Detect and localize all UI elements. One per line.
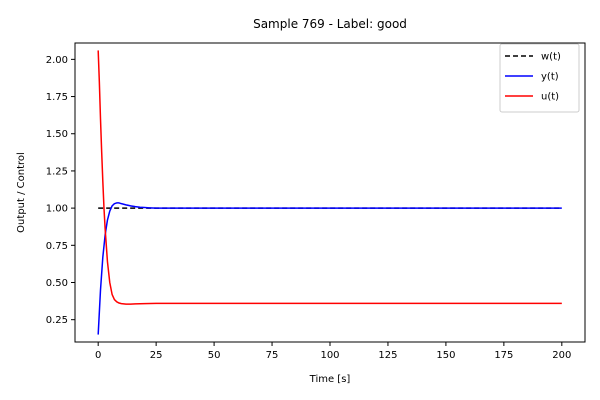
y-tick-label: 2.00: [46, 55, 68, 66]
y-tick-label: 1.00: [46, 204, 68, 215]
y-tick-label: 0.75: [46, 241, 68, 252]
chart-title: Sample 769 - Label: good: [253, 17, 407, 31]
x-tick-label: 100: [320, 350, 339, 361]
legend-label: w(t): [541, 52, 561, 63]
x-axis-ticks: 0 25 50 75 100 125 150 175 200: [95, 342, 571, 361]
legend-box: [499, 43, 580, 113]
y-axis-label: Output / Control: [16, 152, 27, 233]
y-tick-label: 1.50: [46, 129, 68, 140]
x-tick-label: 175: [494, 350, 513, 361]
plot-lines: [97, 50, 562, 335]
legend-label: y(t): [541, 72, 559, 83]
x-tick-label: 125: [378, 350, 397, 361]
x-tick-label: 75: [266, 350, 279, 361]
x-tick-label: 0: [95, 350, 101, 361]
y-axis-ticks: 0.25 0.50 0.75 1.00 1.25 1.50 1.75 2.00: [46, 55, 75, 326]
y-tick-label: 0.25: [46, 315, 68, 326]
x-tick-label: 200: [552, 350, 571, 361]
y-tick-label: 0.50: [46, 278, 68, 289]
plot-frame: [74, 42, 586, 343]
y-tick-label: 1.75: [46, 92, 68, 103]
series-line-2: [97, 202, 562, 335]
y-tick-label: 1.25: [46, 166, 68, 177]
x-tick-label: 50: [208, 350, 221, 361]
x-tick-label: 25: [150, 350, 163, 361]
x-tick-label: 150: [436, 350, 455, 361]
legend: w(t) y(t) u(t): [499, 43, 580, 113]
legend-label: u(t): [541, 92, 559, 103]
series-line-3: [97, 50, 562, 305]
x-axis-label: Time [s]: [309, 374, 351, 385]
